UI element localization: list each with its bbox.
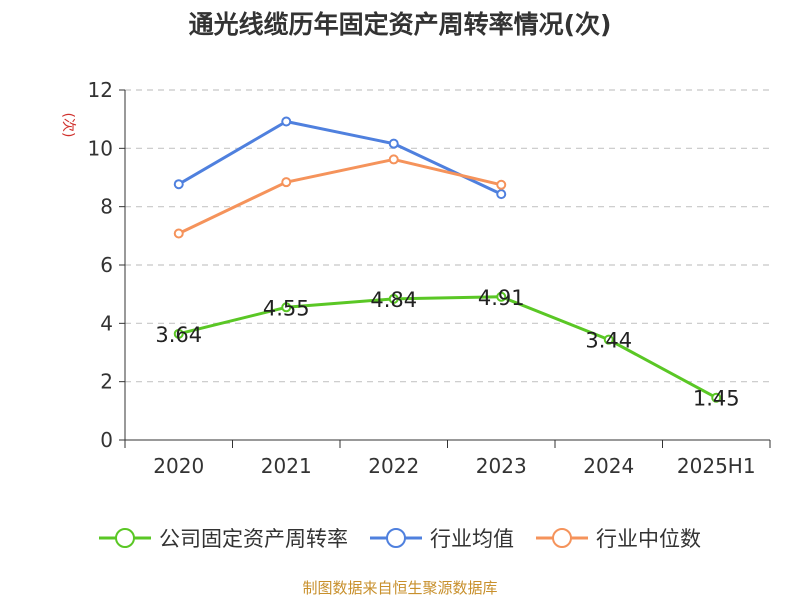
y-axis-label: (次) <box>60 113 76 138</box>
legend-item[interactable]: 公司固定资产周转率 <box>99 527 348 551</box>
legend-marker <box>115 528 135 548</box>
series-line <box>177 295 718 400</box>
series-point <box>281 116 292 127</box>
x-tick-label: 2022 <box>368 454 419 478</box>
x-tick-label: 2025H1 <box>677 454 756 478</box>
legend-label: 行业中位数 <box>596 527 701 551</box>
y-tick-label: 0 <box>100 428 113 452</box>
data-label: 3.64 <box>155 323 202 347</box>
grid-lines <box>125 89 770 383</box>
series-point <box>496 189 507 200</box>
series-point <box>388 138 399 149</box>
x-tick-label: 2023 <box>476 454 527 478</box>
y-tick-label: 10 <box>88 136 113 160</box>
series-point <box>711 392 722 403</box>
series-point <box>173 179 184 190</box>
series-line <box>177 157 503 235</box>
series-point <box>496 291 507 302</box>
x-tick-label: 2020 <box>153 454 204 478</box>
legend: 公司固定资产周转率 行业均值 行业中位数 <box>99 527 701 551</box>
legend-marker <box>386 528 406 548</box>
chart-title: 通光线缆历年固定资产周转率情况(次) <box>189 10 612 39</box>
series-point <box>173 228 184 239</box>
series-point <box>388 154 399 165</box>
series-line <box>177 120 503 196</box>
legend-label: 公司固定资产周转率 <box>159 527 348 551</box>
source-note: 制图数据来自恒生聚源数据库 <box>302 579 497 597</box>
axes: 0 2 4 6 8 10 12 2020 2021 2022 2023 2024 2025H1 <box>88 78 771 478</box>
data-label: 1.45 <box>693 387 740 411</box>
y-tick-label: 12 <box>88 78 113 102</box>
series-point <box>496 179 507 190</box>
legend-item[interactable]: 行业中位数 <box>536 527 701 551</box>
y-tick-label: 6 <box>100 253 113 277</box>
x-tick-label: 2021 <box>261 454 312 478</box>
x-tick-label: 2024 <box>583 454 634 478</box>
y-tick-label: 4 <box>100 311 113 335</box>
series-lines <box>173 116 722 403</box>
series-point <box>281 177 292 188</box>
data-label: 4.84 <box>370 288 417 312</box>
data-labels: 3.64 4.55 4.84 4.91 3.44 1.45 <box>155 286 739 411</box>
series-point <box>603 334 614 345</box>
series-point <box>281 302 292 313</box>
legend-item[interactable]: 行业均值 <box>370 527 514 551</box>
data-label: 4.55 <box>263 296 310 320</box>
data-label: 4.91 <box>478 286 525 310</box>
y-tick-label: 2 <box>100 370 113 394</box>
data-label: 3.44 <box>585 329 632 353</box>
legend-marker <box>552 528 572 548</box>
y-tick-label: 8 <box>100 195 113 219</box>
series-point <box>388 293 399 304</box>
series-point <box>173 328 184 339</box>
legend-label: 行业均值 <box>430 527 514 551</box>
